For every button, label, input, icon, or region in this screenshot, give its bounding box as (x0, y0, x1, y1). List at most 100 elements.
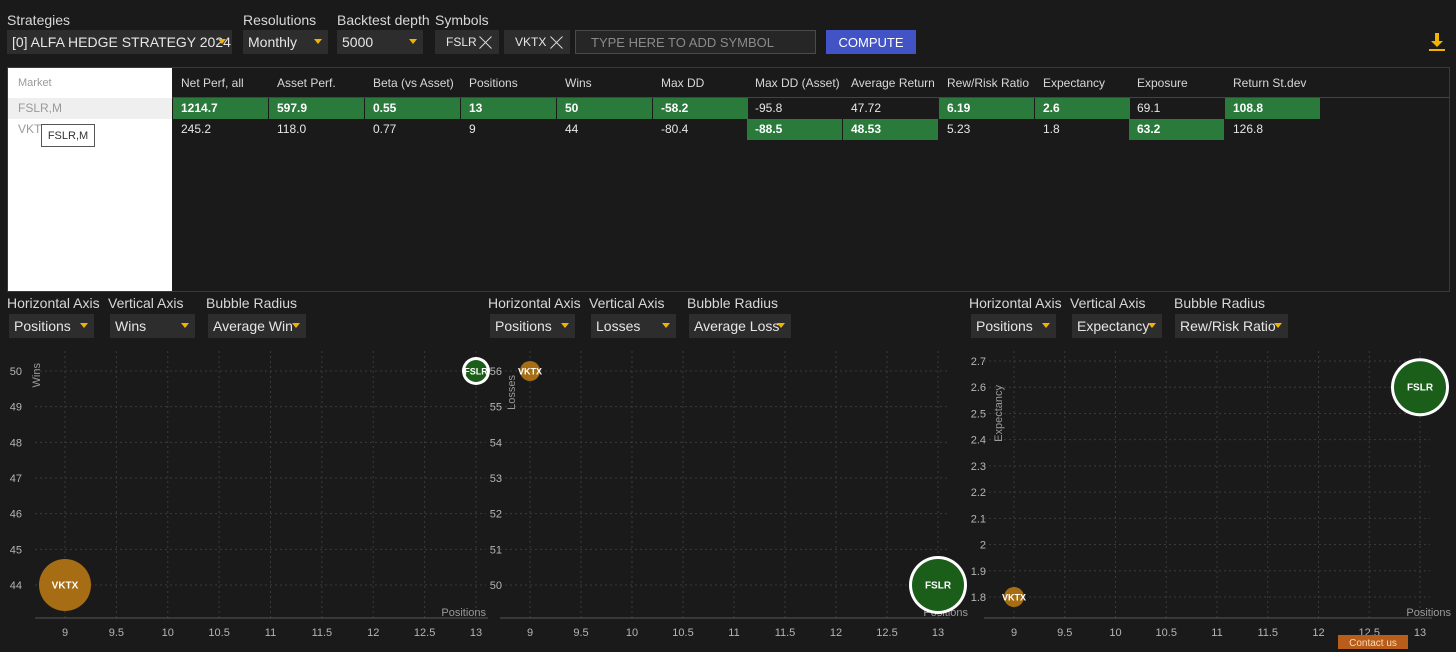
x-tick-label: 9.5 (109, 627, 124, 639)
bubble-point (1394, 361, 1446, 414)
horizontal-axis-select[interactable]: Positions (490, 314, 575, 338)
column-header[interactable]: Wins (565, 76, 592, 90)
table-cell: 63.2 (1129, 119, 1224, 140)
bubble-fslr[interactable]: FSLR (909, 556, 967, 614)
symbols-label: Symbols (435, 12, 489, 28)
x-tick-label: 11 (728, 627, 739, 639)
bubble-label: VKTX (1002, 593, 1026, 603)
column-header[interactable]: Beta (vs Asset) (373, 76, 454, 90)
compute-button[interactable]: COMPUTE (826, 30, 916, 54)
horizontal-axis-select-value: Positions (14, 318, 71, 334)
y-tick-label: 50 (10, 366, 22, 378)
column-header[interactable]: Return St.dev (1233, 76, 1307, 90)
close-icon[interactable] (479, 35, 493, 49)
vertical-axis-select[interactable]: Expectancy (1072, 314, 1162, 338)
table-cell: 118.0 (277, 122, 307, 136)
table-cell: 13 (461, 98, 556, 119)
chevron-down-icon (409, 39, 417, 44)
table-cell: 0.77 (373, 122, 397, 136)
bubble-radius-label: Bubble Radius (687, 295, 779, 311)
bubble-point (520, 361, 540, 381)
bubble-radius-select-value: Rew/Risk Ratio (1180, 318, 1276, 334)
chevron-down-icon (292, 323, 300, 328)
x-tick-label: 13 (932, 627, 944, 639)
bubble-fslr[interactable]: FSLR (1391, 358, 1449, 417)
table-cell: -88.5 (747, 119, 842, 140)
bubble-fslr[interactable]: FSLR (462, 357, 490, 385)
column-header[interactable]: Max DD (661, 76, 705, 90)
bubble-chart-wins-svg: 9 9.5 10 10.5 11 11.5 12 12.5 13 44 45 46 47 48 49 50 Po… (10, 351, 490, 639)
y-tick-label: 2.3 (971, 461, 986, 473)
column-header[interactable]: Average Return (851, 76, 935, 90)
bubble-label: FSLR (464, 367, 488, 377)
table-cell: 69.1 (1137, 101, 1161, 115)
vertical-axis-select[interactable]: Wins (110, 314, 195, 338)
x-tick-label: 12.5 (414, 627, 435, 639)
y-axis-title: Expectancy (993, 385, 1005, 442)
x-tick-label: 11 (1211, 627, 1222, 639)
x-tick-label: 9.5 (1057, 627, 1072, 639)
resolution-select[interactable]: Monthly (243, 30, 328, 54)
strategy-select[interactable]: [0] ALFA HEDGE STRATEGY 2024 (7, 30, 232, 54)
add-symbol-input[interactable] (575, 30, 816, 54)
bubble-vktx[interactable]: VKTX (1002, 587, 1026, 607)
x-tick-label: 9.5 (573, 627, 588, 639)
table-cell: 108.8 (1225, 98, 1320, 119)
horizontal-axis-select[interactable]: Positions (971, 314, 1056, 338)
bubble-radius-select[interactable]: Rew/Risk Ratio (1175, 314, 1288, 338)
y-tick-label: 48 (10, 437, 22, 449)
backtest-depth-select[interactable]: 5000 (337, 30, 423, 54)
market-row-fslr[interactable]: FSLR,M (8, 98, 172, 119)
contact-us-button[interactable]: Contact us (1338, 635, 1408, 649)
bubble-label: VKTX (518, 367, 542, 377)
symbol-chip-label: FSLR (446, 35, 477, 49)
resolution-select-value: Monthly (248, 34, 298, 50)
x-tick-label: 13 (470, 627, 482, 639)
x-tick-label: 11.5 (775, 627, 796, 639)
table-cell: -95.8 (755, 101, 783, 115)
table-cell: 50 (557, 98, 652, 119)
bubble-label: FSLR (1407, 383, 1434, 394)
column-header[interactable]: Asset Perf. (277, 76, 336, 90)
table-cell: 126.8 (1233, 122, 1264, 136)
y-tick-label: 2 (980, 540, 986, 552)
vertical-axis-label: Vertical Axis (1070, 295, 1146, 311)
bubble-vktx[interactable]: VKTX (39, 559, 91, 611)
column-header[interactable]: Positions (469, 76, 518, 90)
x-tick-label: 9 (62, 627, 68, 639)
vertical-axis-select[interactable]: Losses (591, 314, 676, 338)
column-header[interactable]: Rew/Risk Ratio (947, 76, 1030, 90)
symbol-chip-label: VKTX (515, 35, 547, 49)
symbol-chip-vktx: VKTX (504, 30, 570, 54)
market-column: Market FSLR,M VKTX FSLR,M (8, 68, 172, 291)
y-tick-label: 2.6 (971, 382, 986, 394)
column-header[interactable]: Net Perf, all (181, 76, 244, 90)
y-tick-label: 2.5 (971, 408, 986, 420)
table-cell: 0.55 (365, 98, 460, 119)
table-cell: 6.19 (939, 98, 1034, 119)
y-tick-label: 2.2 (971, 487, 986, 499)
header-divider (172, 97, 1449, 98)
column-header[interactable]: Expectancy (1043, 76, 1106, 90)
close-icon[interactable] (550, 35, 564, 49)
x-tick-label: 12 (1312, 627, 1324, 639)
column-header[interactable]: Max DD (Asset) (755, 76, 840, 90)
y-tick-label: 2.4 (971, 435, 986, 447)
chevron-down-icon (561, 323, 569, 328)
bubble-radius-select[interactable]: Average Loss (689, 314, 791, 338)
horizontal-axis-select[interactable]: Positions (9, 314, 94, 338)
download-icon[interactable] (1428, 32, 1446, 52)
x-tick-label: 9 (1011, 627, 1017, 639)
y-tick-label: 2.1 (971, 513, 986, 525)
chevron-down-icon (1042, 323, 1050, 328)
y-tick-label: 44 (10, 580, 22, 592)
market-header: Market (18, 77, 52, 89)
x-tick-label: 12.5 (876, 627, 897, 639)
bubble-vktx[interactable]: VKTX (518, 361, 542, 381)
chevron-down-icon (314, 39, 322, 44)
x-tick-label: 12 (830, 627, 842, 639)
y-tick-label: 2.7 (971, 356, 986, 368)
column-header[interactable]: Exposure (1137, 76, 1188, 90)
backtest-depth-label: Backtest depth (337, 12, 430, 28)
bubble-radius-select[interactable]: Average Win (208, 314, 306, 338)
